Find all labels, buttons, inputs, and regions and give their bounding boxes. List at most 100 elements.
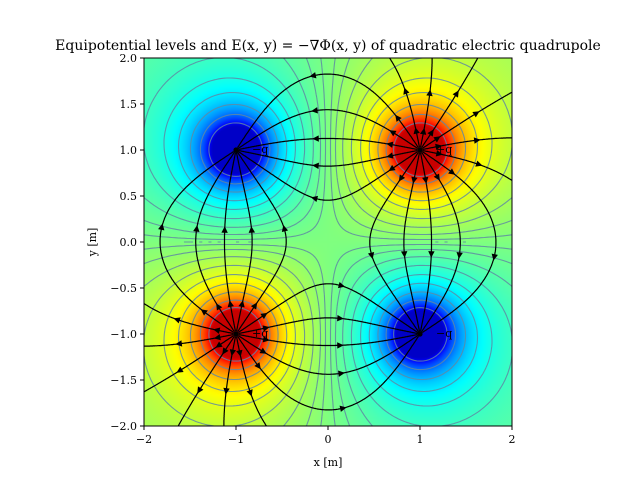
contour-level (177, 91, 479, 393)
x-tick-label: −2 (136, 433, 152, 446)
field-arrow (472, 111, 480, 118)
field-arrow (238, 300, 245, 308)
contour-level (144, 58, 512, 426)
field-arrow (448, 168, 456, 175)
field-arrow (200, 309, 208, 316)
field-arrow (422, 176, 429, 184)
y-tick-label: −1.5 (110, 374, 137, 387)
field-arrow (426, 89, 433, 97)
field-arrow (339, 405, 347, 412)
field-arrow (254, 362, 261, 370)
charge-label: +q (252, 327, 268, 340)
field-line (159, 151, 235, 333)
field-arrow (262, 336, 270, 343)
field-arrow (173, 317, 181, 324)
y-tick-label: 0.0 (120, 236, 138, 249)
field-arrow (337, 281, 346, 289)
contour-level (189, 103, 467, 381)
contour-level (163, 77, 493, 407)
contour-level (144, 58, 512, 426)
field-arrow (175, 340, 183, 347)
field-arrow (433, 136, 441, 143)
x-tick-label: 0 (325, 433, 332, 446)
field-arrow (310, 195, 319, 203)
field-arrow (223, 387, 230, 395)
field-arrow (197, 386, 204, 394)
field-arrow (259, 347, 267, 354)
y-tick-label: 0.5 (120, 190, 138, 203)
field-arrow (419, 127, 427, 135)
field-arrow (473, 137, 481, 144)
x-tick-label: −1 (228, 433, 244, 446)
field-arrow (456, 252, 463, 259)
field-line (237, 335, 419, 411)
contour-level (199, 113, 457, 371)
x-tick-label: 1 (417, 433, 424, 446)
field-arrow (250, 302, 258, 310)
field-arrow (337, 342, 344, 349)
field-arrow (367, 251, 375, 260)
field-arrow (193, 225, 200, 232)
field-arrow (475, 160, 483, 167)
charge-point (233, 331, 239, 337)
contour-level (144, 58, 512, 426)
y-tick-label: 1.5 (120, 98, 138, 111)
field-arrow (236, 349, 243, 357)
charge-label: −q (436, 327, 452, 340)
x-tick-label: 2 (509, 433, 516, 446)
field-arrow (338, 370, 345, 377)
field-arrow (411, 176, 418, 184)
field-arrow (312, 135, 319, 142)
contour-level (177, 91, 479, 393)
field-arrow (215, 341, 223, 348)
potential-heatmap (144, 58, 512, 426)
field-arrow (395, 114, 402, 122)
field-arrow (413, 127, 420, 135)
contour-level (163, 77, 493, 407)
field-arrow (427, 129, 434, 137)
contour-level (144, 58, 512, 426)
field-arrow (435, 150, 443, 157)
plot-area: −q +q +q −q (143, 57, 513, 427)
field-arrow (398, 174, 406, 182)
contour-level (144, 58, 512, 426)
field-lines (144, 58, 512, 426)
field-arrow (491, 253, 498, 261)
field-arrow (248, 226, 256, 233)
equipotential-contours (144, 58, 512, 426)
contour-level (189, 103, 467, 381)
field-arrow (433, 173, 440, 181)
field-arrow (389, 130, 397, 137)
y-axis: −2.0 −1.5 −1.0 −0.5 0.0 0.5 1.0 1.5 2.0 (110, 52, 144, 433)
y-tick-label: −0.5 (110, 282, 137, 295)
y-tick-label: 1.0 (120, 144, 138, 157)
field-arrow (222, 347, 229, 355)
field-arrow (428, 251, 435, 258)
field-arrow (312, 162, 319, 170)
x-axis-label: x [m] (314, 456, 343, 469)
contour-level (144, 58, 512, 426)
field-arrow (281, 224, 289, 233)
charge-point (233, 147, 239, 153)
field-arrow (388, 164, 396, 172)
field-arrow (227, 300, 234, 308)
field-arrow (337, 314, 344, 322)
field-arrow (403, 87, 410, 95)
contour-level (199, 113, 457, 371)
field-arrow (158, 223, 165, 231)
y-axis-label: y [m] (86, 228, 99, 258)
y-tick-label: −1.0 (110, 328, 137, 341)
charge-label: +q (436, 143, 452, 156)
field-arrow (221, 226, 228, 233)
field-arrow (386, 141, 394, 148)
charge-point (417, 147, 423, 153)
field-arrow (246, 389, 253, 397)
field-arrow (400, 251, 408, 258)
y-tick-label: 2.0 (120, 52, 138, 65)
field-arrow (311, 107, 318, 114)
charges: −q +q +q −q (233, 143, 452, 340)
field-arrow (216, 303, 223, 311)
field-arrow (262, 325, 270, 332)
charge-point (417, 331, 423, 337)
field-arrow (229, 349, 237, 357)
